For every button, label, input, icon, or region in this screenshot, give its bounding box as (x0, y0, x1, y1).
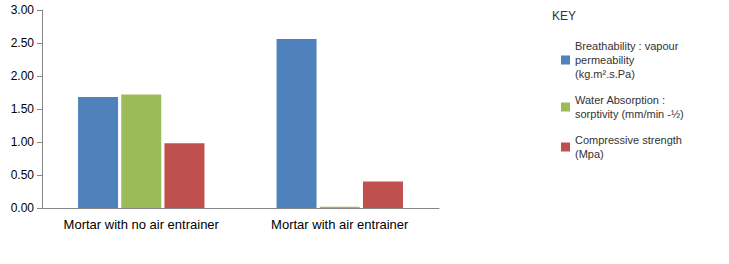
svg-text:Breathability : vapour: Breathability : vapour (575, 40, 681, 52)
svg-text:(Mpa): (Mpa) (575, 148, 604, 160)
svg-text:Compressive strength: Compressive strength (575, 134, 685, 146)
svg-text:sorptivity (mm/min -½): sorptivity (mm/min -½) (575, 108, 684, 120)
svg-text:Mortar with air entrainer: Mortar with air entrainer (271, 217, 409, 232)
svg-text:Water Absorption :: Water Absorption : (575, 94, 668, 106)
svg-text:1.00: 1.00 (11, 135, 35, 149)
svg-text:0.50: 0.50 (11, 168, 35, 182)
svg-text:2.00: 2.00 (11, 69, 35, 83)
svg-text:KEY: KEY (552, 9, 576, 23)
svg-text:permeability: permeability (575, 54, 637, 66)
svg-text:(kg.m².s.Pa): (kg.m².s.Pa) (575, 68, 635, 80)
svg-text:3.00: 3.00 (11, 3, 35, 17)
svg-text:Mortar with no air entrainer: Mortar with no air entrainer (64, 217, 220, 232)
svg-text:1.50: 1.50 (11, 102, 35, 116)
svg-text:0.00: 0.00 (11, 201, 35, 215)
svg-text:2.50: 2.50 (11, 36, 35, 50)
